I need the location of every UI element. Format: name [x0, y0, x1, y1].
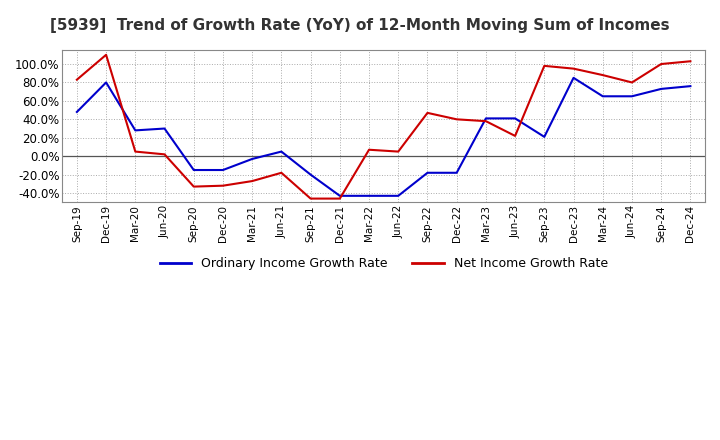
- Net Income Growth Rate: [161, 152, 169, 157]
- Line: Net Income Growth Rate: Net Income Growth Rate: [77, 55, 690, 198]
- Ordinary Income Growth Rate: [510, 116, 519, 121]
- Net Income Growth Rate: [336, 196, 344, 201]
- Legend: Ordinary Income Growth Rate, Net Income Growth Rate: Ordinary Income Growth Rate, Net Income …: [155, 252, 613, 275]
- Net Income Growth Rate: [423, 110, 432, 116]
- Ordinary Income Growth Rate: [248, 156, 256, 161]
- Ordinary Income Growth Rate: [73, 109, 81, 114]
- Ordinary Income Growth Rate: [365, 193, 374, 198]
- Net Income Growth Rate: [102, 52, 110, 58]
- Ordinary Income Growth Rate: [628, 94, 636, 99]
- Ordinary Income Growth Rate: [482, 116, 490, 121]
- Ordinary Income Growth Rate: [161, 126, 169, 131]
- Ordinary Income Growth Rate: [131, 128, 140, 133]
- Ordinary Income Growth Rate: [102, 80, 110, 85]
- Net Income Growth Rate: [482, 118, 490, 124]
- Net Income Growth Rate: [540, 63, 549, 69]
- Net Income Growth Rate: [306, 196, 315, 201]
- Net Income Growth Rate: [248, 179, 256, 184]
- Net Income Growth Rate: [570, 66, 578, 71]
- Ordinary Income Growth Rate: [598, 94, 607, 99]
- Ordinary Income Growth Rate: [277, 149, 286, 154]
- Ordinary Income Growth Rate: [657, 86, 665, 92]
- Ordinary Income Growth Rate: [219, 167, 228, 172]
- Ordinary Income Growth Rate: [189, 167, 198, 172]
- Ordinary Income Growth Rate: [394, 193, 402, 198]
- Net Income Growth Rate: [686, 59, 695, 64]
- Ordinary Income Growth Rate: [686, 84, 695, 89]
- Net Income Growth Rate: [657, 62, 665, 67]
- Ordinary Income Growth Rate: [452, 170, 461, 176]
- Net Income Growth Rate: [598, 73, 607, 78]
- Net Income Growth Rate: [452, 117, 461, 122]
- Ordinary Income Growth Rate: [423, 170, 432, 176]
- Net Income Growth Rate: [219, 183, 228, 188]
- Ordinary Income Growth Rate: [540, 134, 549, 139]
- Net Income Growth Rate: [189, 184, 198, 189]
- Net Income Growth Rate: [394, 149, 402, 154]
- Net Income Growth Rate: [131, 149, 140, 154]
- Net Income Growth Rate: [73, 77, 81, 82]
- Net Income Growth Rate: [365, 147, 374, 152]
- Ordinary Income Growth Rate: [336, 193, 344, 198]
- Line: Ordinary Income Growth Rate: Ordinary Income Growth Rate: [77, 78, 690, 196]
- Net Income Growth Rate: [628, 80, 636, 85]
- Net Income Growth Rate: [510, 133, 519, 139]
- Text: [5939]  Trend of Growth Rate (YoY) of 12-Month Moving Sum of Incomes: [5939] Trend of Growth Rate (YoY) of 12-…: [50, 18, 670, 33]
- Net Income Growth Rate: [277, 170, 286, 176]
- Ordinary Income Growth Rate: [306, 172, 315, 177]
- Ordinary Income Growth Rate: [570, 75, 578, 81]
